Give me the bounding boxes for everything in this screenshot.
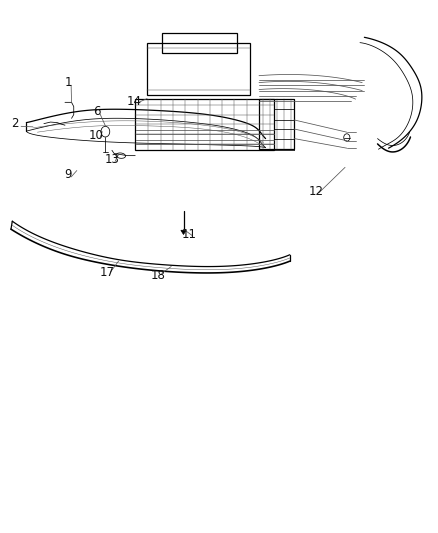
Bar [161, 33, 237, 53]
Text: 13: 13 [104, 154, 119, 166]
Text: 14: 14 [126, 95, 141, 108]
Polygon shape [180, 230, 186, 235]
Bar [147, 43, 250, 95]
Text: 9: 9 [64, 168, 72, 181]
Text: 6: 6 [92, 106, 100, 118]
Text: 18: 18 [150, 269, 165, 281]
Text: 11: 11 [181, 228, 196, 241]
Bar [135, 99, 274, 150]
Text: 17: 17 [100, 266, 115, 279]
Bar [258, 99, 293, 149]
Text: 12: 12 [308, 185, 323, 198]
Text: 1: 1 [64, 76, 72, 89]
Text: 2: 2 [11, 117, 19, 130]
Text: 10: 10 [89, 130, 104, 142]
